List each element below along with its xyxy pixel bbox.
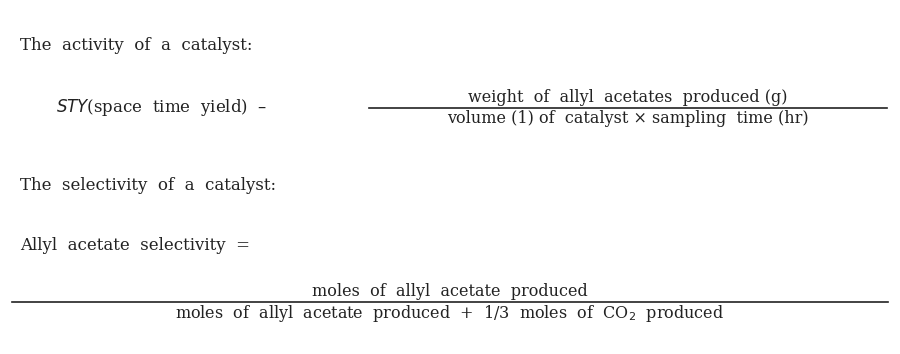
Text: Allyl  acetate  selectivity  =: Allyl acetate selectivity = (20, 237, 250, 254)
Text: $\mathit{STY}$(space  time  yield)  –: $\mathit{STY}$(space time yield) – (56, 97, 267, 119)
Text: weight  of  allyl  acetates  produced (g): weight of allyl acetates produced (g) (468, 89, 788, 106)
Text: moles  of  allyl  acetate  produced  +  1/3  moles  of  CO$_2$  produced: moles of allyl acetate produced + 1/3 mo… (176, 303, 725, 324)
Text: volume (1) of  catalyst × sampling  time (hr): volume (1) of catalyst × sampling time (… (447, 110, 808, 127)
Text: moles  of  allyl  acetate  produced: moles of allyl acetate produced (312, 283, 588, 300)
Text: The  selectivity  of  a  catalyst:: The selectivity of a catalyst: (20, 177, 276, 194)
Text: The  activity  of  a  catalyst:: The activity of a catalyst: (20, 37, 252, 54)
